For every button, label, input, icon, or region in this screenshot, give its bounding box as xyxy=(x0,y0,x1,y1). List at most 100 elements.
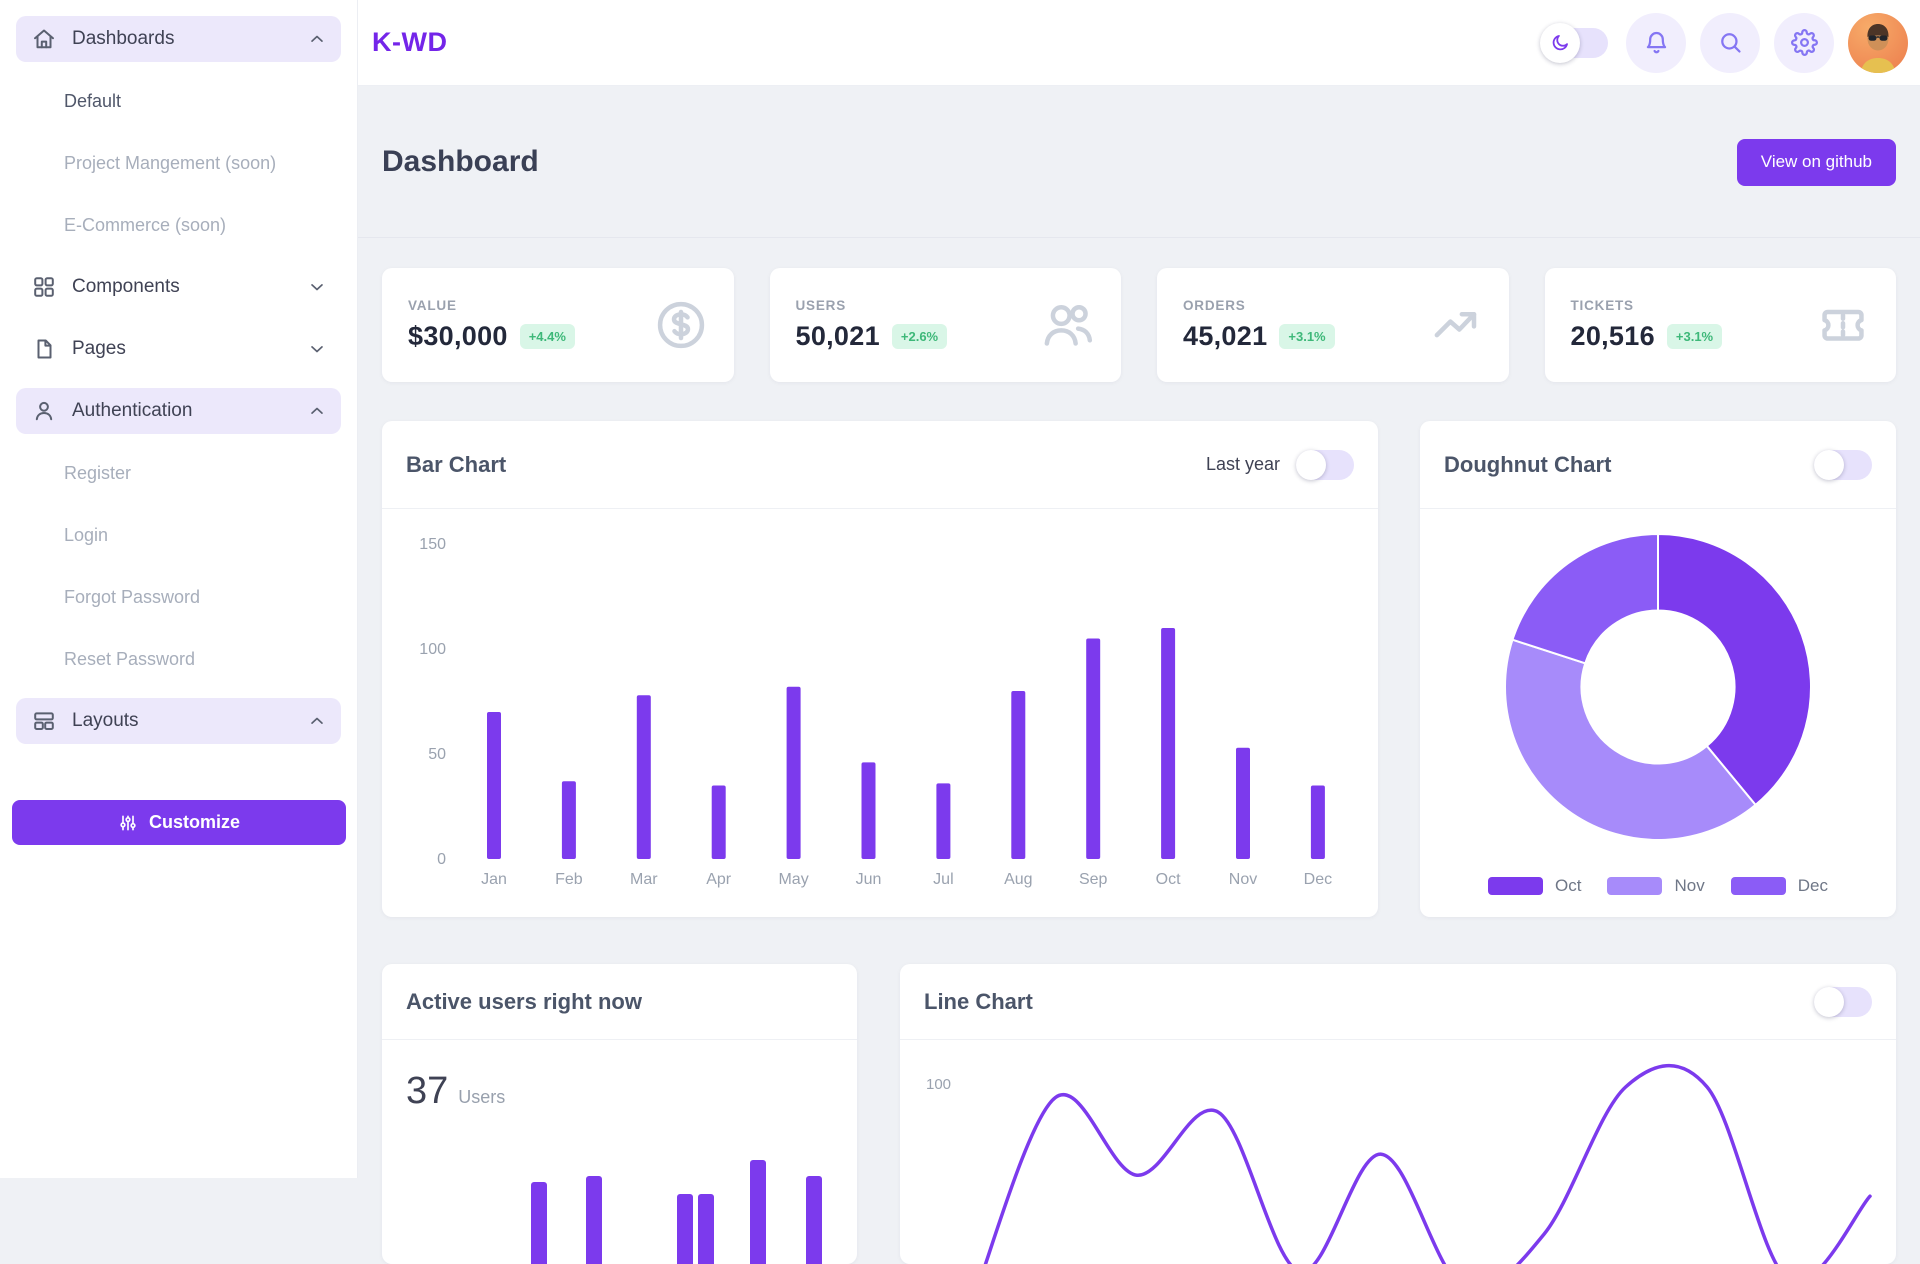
sidebar-item-label: Components xyxy=(72,276,180,297)
mini-bar xyxy=(806,1176,822,1264)
customize-button-label: Customize xyxy=(148,812,240,832)
sidebar-subitem-project-mangement-soon[interactable]: Project Mangement (soon) xyxy=(64,152,277,173)
stat-card-tickets: TICKETS 20,516 +3.1% xyxy=(1544,268,1896,383)
user-avatar[interactable] xyxy=(1848,12,1908,73)
legend-item-nov[interactable]: Nov xyxy=(1607,876,1705,896)
sidebar-row: Components xyxy=(16,256,341,318)
stat-label: ORDERS xyxy=(1183,298,1246,314)
sidebar-item-authentication[interactable]: Authentication xyxy=(16,388,341,434)
legend-label: Dec xyxy=(1797,876,1828,896)
doughnut-chart-canvas xyxy=(1504,533,1812,842)
mini-bar xyxy=(698,1194,714,1264)
components-icon xyxy=(34,277,54,297)
svg-text:150: 150 xyxy=(419,536,446,553)
chevron-up-icon xyxy=(311,407,323,414)
legend-item-oct[interactable]: Oct xyxy=(1488,876,1581,896)
sidebar-row: Reset Password xyxy=(16,628,341,690)
svg-text:100: 100 xyxy=(419,641,446,658)
stat-value: 45,021 xyxy=(1183,321,1268,352)
sidebar-row: Register xyxy=(16,442,341,504)
active-users-count: 37 Users xyxy=(382,1040,857,1113)
sidebar-row: Default xyxy=(16,70,341,132)
bar-chart-card-header: Bar Chart Last year xyxy=(382,421,1378,510)
avatar-illustration xyxy=(1860,23,1896,73)
stat-card-value: VALUE $30,000 +4.4% xyxy=(382,268,734,383)
legend-label: Oct xyxy=(1555,876,1582,896)
search-icon xyxy=(1720,33,1741,53)
legend-swatch xyxy=(1488,877,1544,896)
sidebar-subitem-forgot-password[interactable]: Forgot Password xyxy=(64,586,201,607)
stat-label: TICKETS xyxy=(1570,298,1634,314)
sidebar-item-components[interactable]: Components xyxy=(16,264,341,310)
mini-bar xyxy=(677,1194,693,1264)
bar-chart-toggle[interactable] xyxy=(1296,449,1354,480)
doughnut-chart-toggle[interactable] xyxy=(1814,449,1872,480)
bar-chart-card: Bar Chart Last year 0 50 100 150 Jan Feb Mar Ap… xyxy=(382,421,1378,918)
svg-text:Feb: Feb xyxy=(555,871,583,888)
sidebar-item-dashboards[interactable]: Dashboards xyxy=(16,16,341,62)
line-chart-card: Line Chart 100 xyxy=(900,964,1896,1264)
users-icon xyxy=(1044,305,1093,346)
last-year-label: Last year xyxy=(1205,454,1280,475)
line-chart-toggle[interactable] xyxy=(1814,986,1872,1017)
svg-text:Jul: Jul xyxy=(933,871,953,888)
gear-icon xyxy=(1790,29,1818,56)
customize-button[interactable]: Customize xyxy=(12,800,346,845)
stat-card-users: USERS 50,021 +2.6% xyxy=(769,268,1121,383)
doughnut-chart-card: Doughnut Chart Oct Nov Dec xyxy=(1420,421,1896,918)
stats-row: VALUE $30,000 +4.4% USERS 50,021 +2.6% ORDERS 4… xyxy=(382,268,1896,383)
stat-delta-badge: +3.1% xyxy=(1666,324,1723,350)
bar-chart-toggle-knob xyxy=(1296,449,1326,480)
doughnut-chart-card-header: Doughnut Chart xyxy=(1420,421,1896,510)
chevron-down-icon xyxy=(311,346,323,353)
settings-button[interactable] xyxy=(1774,12,1834,73)
ticket-icon xyxy=(1822,309,1864,341)
sidebar-item-label: Layouts xyxy=(72,710,139,731)
chevron-up-icon xyxy=(311,35,323,42)
sidebar-item-pages[interactable]: Pages xyxy=(16,326,341,372)
stat-label: VALUE xyxy=(408,298,457,314)
home-icon xyxy=(34,29,54,49)
trend-up-icon xyxy=(1434,312,1476,338)
svg-text:Jun: Jun xyxy=(856,871,882,888)
gear-icon xyxy=(1790,29,1818,56)
sidebar-row: Project Mangement (soon) xyxy=(16,132,341,194)
stat-value: 20,516 xyxy=(1570,321,1655,352)
sidebar-item-label: Authentication xyxy=(72,400,193,421)
sidebar-subitem-login[interactable]: Login xyxy=(64,524,109,545)
chevron-down-icon xyxy=(311,284,323,291)
charts-row: Bar Chart Last year 0 50 100 150 Jan Feb Mar Ap… xyxy=(382,421,1896,918)
search-icon xyxy=(1717,29,1744,56)
active-users-card-header: Active users right now xyxy=(382,964,857,1041)
stat-label: USERS xyxy=(795,298,847,314)
bottom-row: Active users right now 37 Users Line Cha… xyxy=(382,964,1896,1264)
sidebar-subitem-default[interactable]: Default xyxy=(64,90,122,111)
line-chart-card-header: Line Chart xyxy=(900,964,1896,1041)
sidebar-row: Login xyxy=(16,504,341,566)
svg-text:50: 50 xyxy=(428,746,446,763)
sliders-icon xyxy=(120,815,136,830)
sliders-icon xyxy=(118,813,138,833)
active-users-mini-chart xyxy=(382,1134,857,1264)
sidebar-row: Pages xyxy=(16,318,341,380)
moon-icon xyxy=(1552,35,1568,51)
sidebar-row: Authentication xyxy=(16,380,341,442)
notifications-button[interactable] xyxy=(1626,12,1686,73)
sidebar-subitem-register[interactable]: Register xyxy=(64,462,132,483)
dollar-circle-icon xyxy=(657,302,704,349)
sidebar-item-label: Pages xyxy=(72,338,126,359)
bell-icon xyxy=(1643,29,1670,56)
moon-icon xyxy=(1550,32,1571,53)
sidebar-row: Layouts xyxy=(16,690,341,752)
app-logo[interactable]: K-WD xyxy=(372,27,448,57)
view-on-github-button[interactable]: View on github xyxy=(1736,138,1896,186)
active-users-card: Active users right now 37 Users xyxy=(382,964,857,1264)
sidebar-item-layouts[interactable]: Layouts xyxy=(16,698,341,744)
svg-text:0: 0 xyxy=(437,851,446,868)
stat-delta-badge: +3.1% xyxy=(1279,324,1335,350)
dark-mode-toggle[interactable] xyxy=(1540,22,1608,63)
sidebar-subitem-reset-password[interactable]: Reset Password xyxy=(64,648,196,669)
legend-item-dec[interactable]: Dec xyxy=(1730,876,1828,896)
search-button[interactable] xyxy=(1700,12,1760,73)
sidebar-subitem-e-commerce-soon[interactable]: E-Commerce (soon) xyxy=(64,214,227,235)
